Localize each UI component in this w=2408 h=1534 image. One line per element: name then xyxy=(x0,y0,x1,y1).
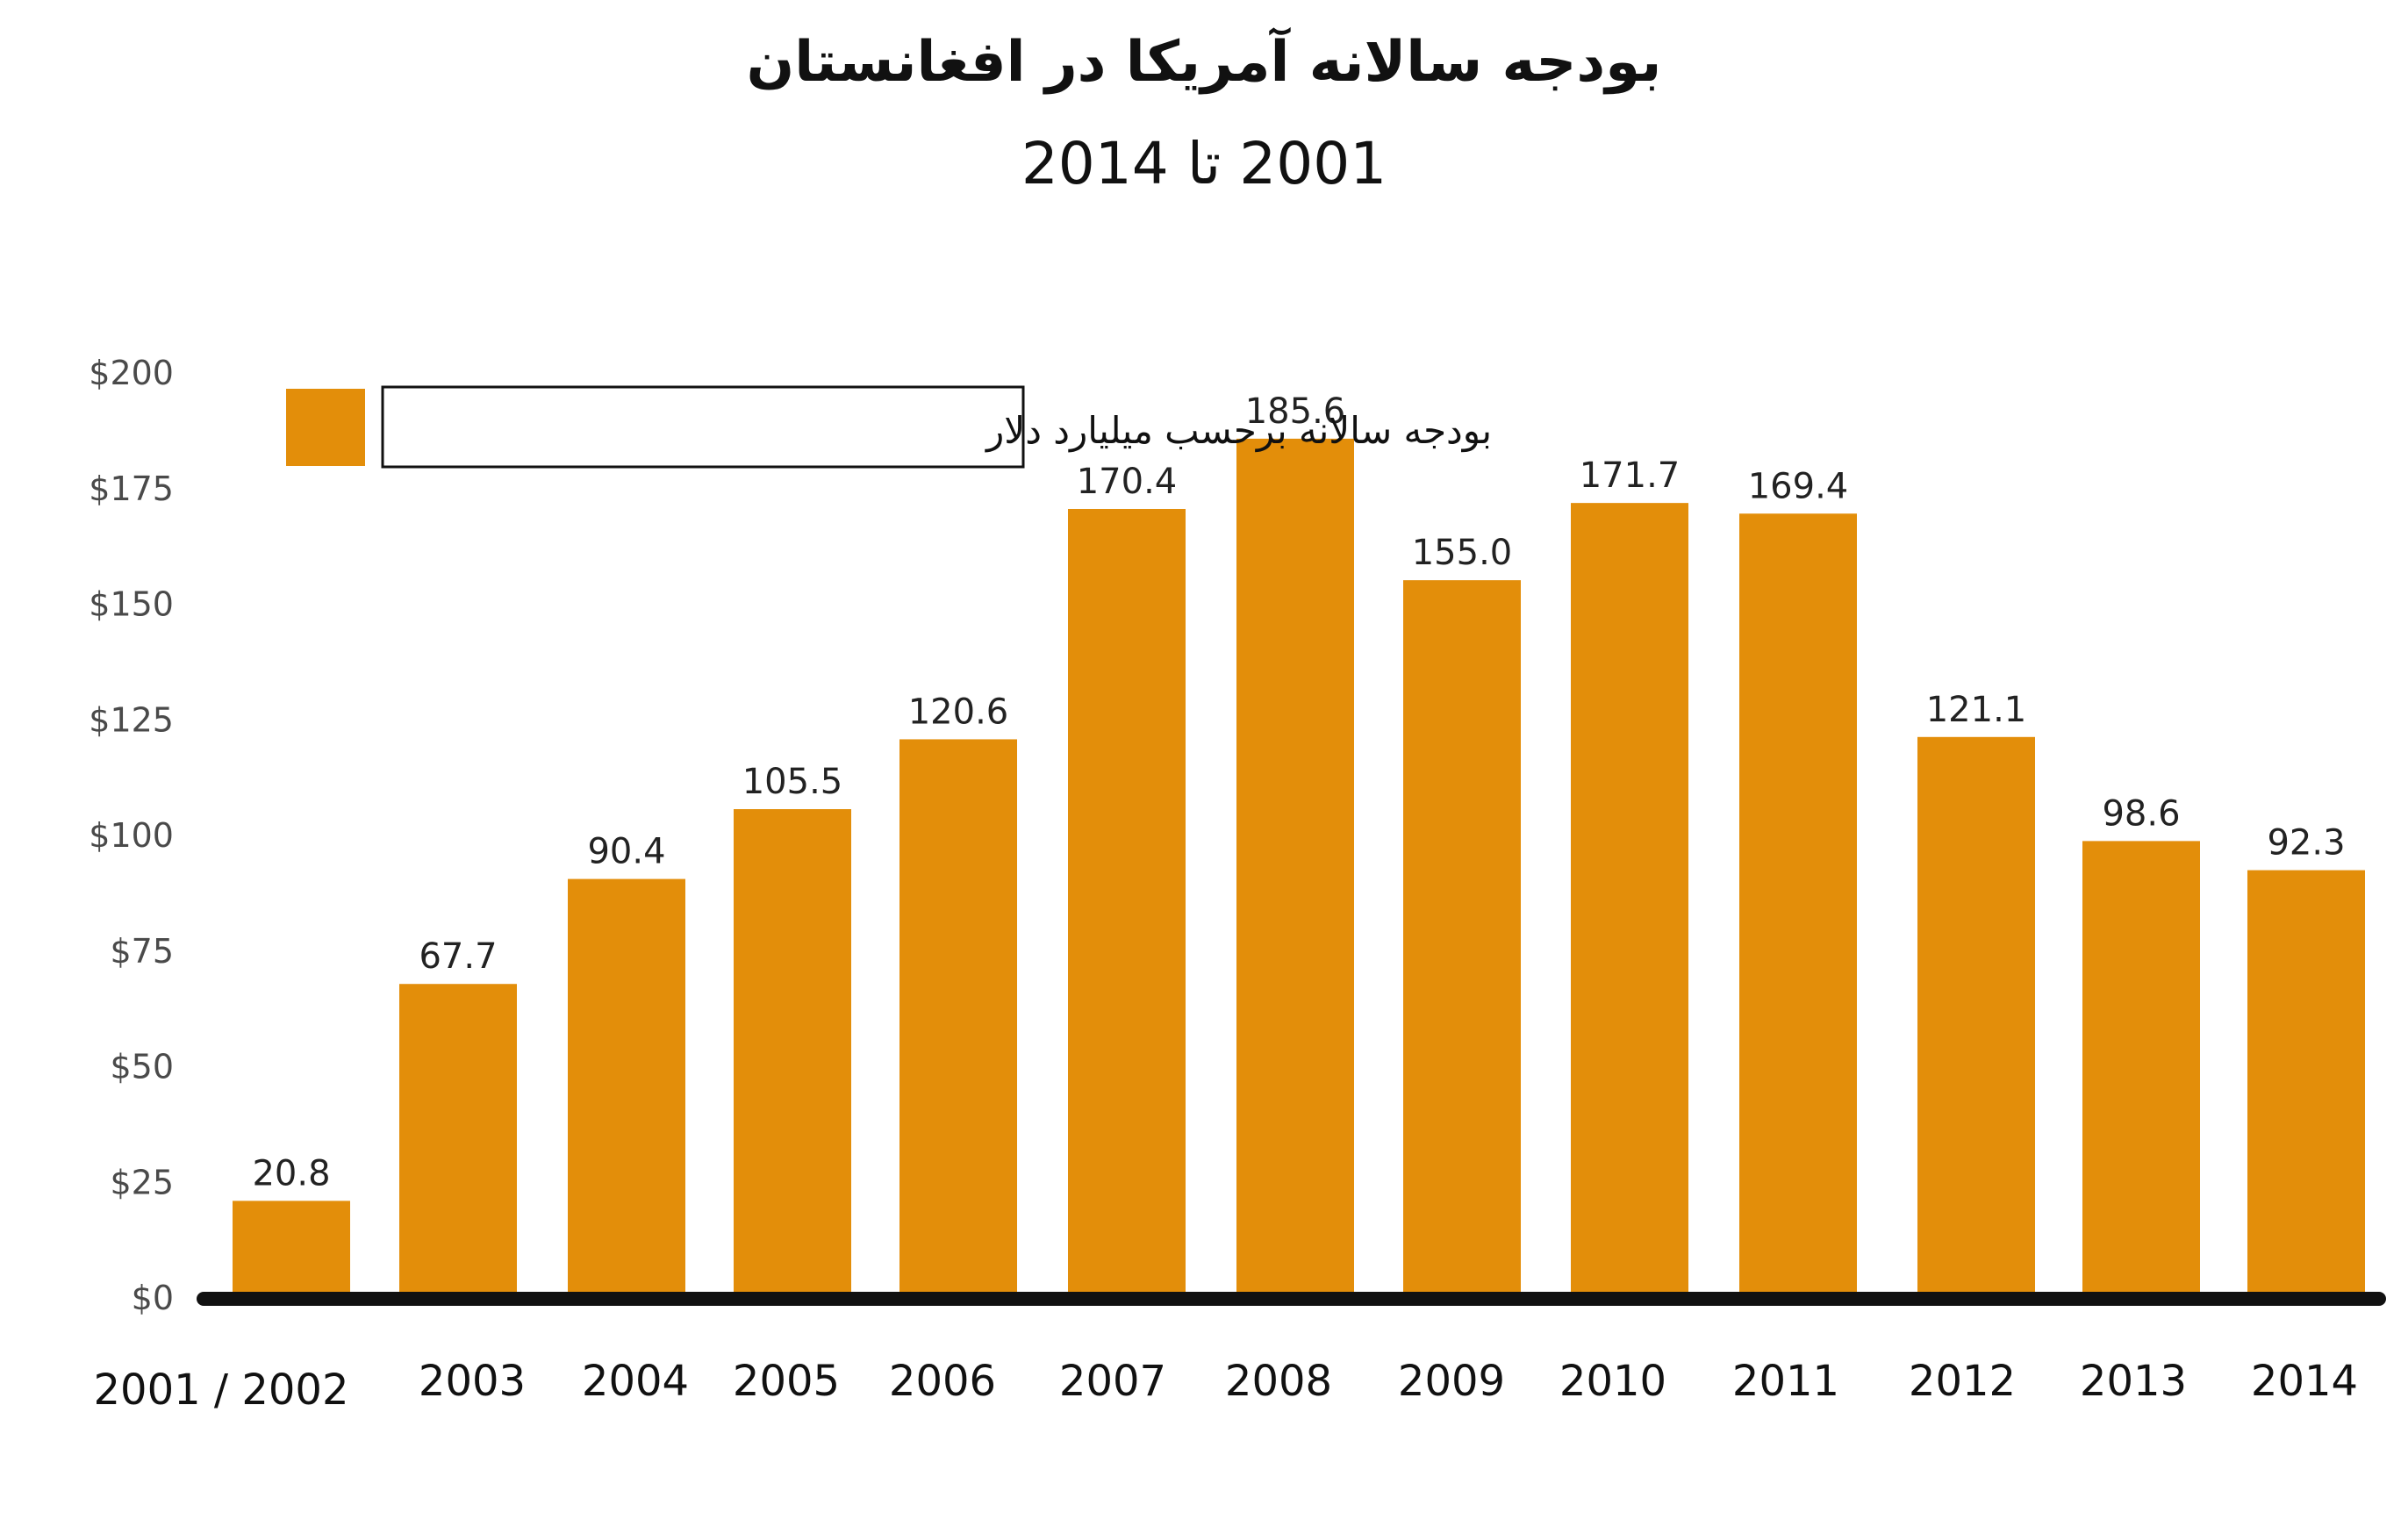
data-label: 155.0 xyxy=(1412,533,1513,573)
x-tick-label: 2011 xyxy=(1732,1357,1839,1406)
bar xyxy=(2082,841,2200,1297)
x-tick-label: 2010 xyxy=(1559,1357,1666,1406)
bar xyxy=(2247,870,2365,1297)
y-tick-label: $50 xyxy=(110,1048,174,1086)
data-label: 120.6 xyxy=(908,692,1009,732)
legend-label: بودجه سالانه برحسب میلیارد دلار xyxy=(985,409,1492,452)
bar xyxy=(1403,580,1521,1297)
data-label: 67.7 xyxy=(419,936,497,977)
data-label: 105.5 xyxy=(742,762,843,802)
x-tick-label: 2001 / 2002 xyxy=(94,1366,349,1415)
x-tick-label: 2007 xyxy=(1059,1357,1166,1406)
bar xyxy=(1236,438,1354,1297)
bar xyxy=(399,984,517,1297)
data-label: 170.4 xyxy=(1077,462,1178,502)
bar xyxy=(1739,513,1857,1297)
x-tick-label: 2008 xyxy=(1225,1357,1332,1406)
y-tick-label: $0 xyxy=(132,1279,174,1317)
bar xyxy=(568,878,685,1297)
chart-subtitle: 2001 تا 2014 xyxy=(1021,130,1387,197)
data-label: 169.4 xyxy=(1748,466,1849,506)
bar xyxy=(233,1201,350,1297)
y-tick-label: $175 xyxy=(89,470,174,508)
bar xyxy=(899,739,1017,1297)
x-tick-label: 2003 xyxy=(419,1357,526,1406)
x-tick-label: 2014 xyxy=(2251,1357,2358,1406)
data-label: 92.3 xyxy=(2267,823,2345,864)
bar xyxy=(734,809,851,1297)
y-tick-label: $150 xyxy=(89,585,174,624)
x-tick-label: 2005 xyxy=(733,1357,840,1406)
data-label: 90.4 xyxy=(587,832,665,872)
x-tick-label: 2009 xyxy=(1398,1357,1505,1406)
x-axis-line xyxy=(197,1292,2386,1306)
data-label: 185.6 xyxy=(1245,391,1346,432)
chart-title: بودجه سالانه آمریکا در افغانستان xyxy=(746,30,1662,95)
x-tick-label: 2013 xyxy=(2080,1357,2187,1406)
x-tick-label: 2004 xyxy=(582,1357,689,1406)
y-tick-label: $125 xyxy=(89,700,174,739)
data-label: 98.6 xyxy=(2102,793,2180,834)
y-tick-label: $200 xyxy=(89,354,174,392)
bar xyxy=(1917,736,2035,1297)
bar xyxy=(1068,508,1186,1297)
data-label: 20.8 xyxy=(252,1153,330,1194)
x-tick-label: 2006 xyxy=(889,1357,996,1406)
legend-swatch xyxy=(286,389,365,466)
y-tick-label: $25 xyxy=(110,1163,174,1201)
data-label: 171.7 xyxy=(1580,455,1681,496)
x-tick-label: 2012 xyxy=(1909,1357,2016,1406)
legend-box xyxy=(381,385,1025,469)
data-label: 121.1 xyxy=(1926,690,2027,730)
y-tick-label: $75 xyxy=(110,932,174,971)
y-tick-label: $100 xyxy=(89,816,174,855)
bar xyxy=(1571,503,1688,1297)
